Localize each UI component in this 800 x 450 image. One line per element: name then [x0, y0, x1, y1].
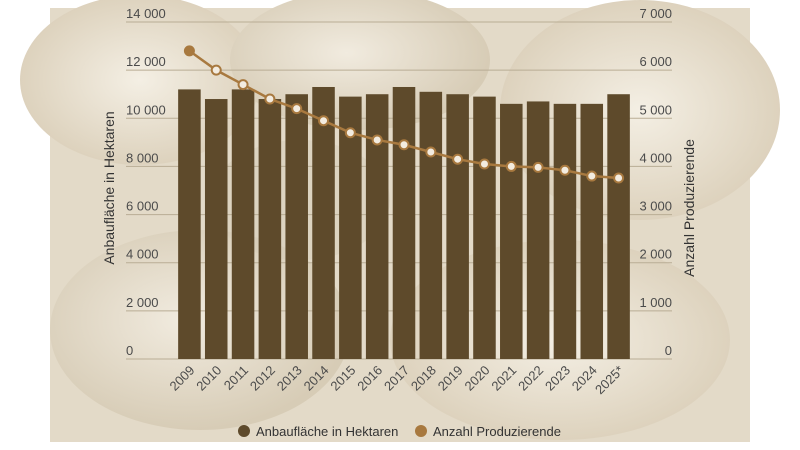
line-point: [425, 146, 437, 158]
y-axis-title-left: Anbaufläche in Hektaren: [101, 111, 117, 264]
y-tick-left: 14 000: [126, 6, 166, 21]
y-tick-left: 12 000: [126, 54, 166, 69]
y-tick-left: 8 000: [126, 150, 159, 165]
line-point: [183, 45, 195, 57]
y-tick-right: 4 000: [639, 150, 672, 165]
line-point: [586, 170, 598, 182]
bar: [204, 99, 228, 360]
y-tick-right: 1 000: [639, 295, 672, 310]
bar-series: [178, 86, 630, 360]
line-point: [237, 79, 249, 91]
line-point: [532, 161, 544, 173]
y-tick-right: 0: [665, 343, 672, 358]
y-tick-right: 7 000: [639, 6, 672, 21]
line-point: [505, 160, 517, 172]
bar: [553, 103, 577, 359]
bar: [312, 86, 335, 359]
bar: [178, 89, 201, 360]
line-series: [183, 45, 625, 184]
bar: [339, 96, 362, 359]
bar: [419, 91, 443, 360]
bar: [365, 94, 389, 359]
line-point: [371, 134, 383, 146]
legend-marker-area: [238, 425, 250, 437]
bar: [500, 103, 523, 359]
line-point: [398, 139, 410, 151]
line-point: [344, 127, 356, 139]
bar: [231, 89, 255, 360]
y-tick-right: 5 000: [639, 102, 672, 117]
bar: [446, 94, 469, 359]
line-point: [318, 115, 330, 127]
y-tick-right: 3 000: [639, 199, 672, 214]
bar: [526, 101, 550, 359]
legend-marker-producers: [415, 425, 427, 437]
y-tick-left: 6 000: [126, 199, 159, 214]
line-point: [264, 93, 276, 105]
legend: Anbaufläche in Hektaren Anzahl Produzier…: [238, 424, 561, 439]
left-axis-ticks: 0 2 000 4 000 6 000 8 000 10 000 12 000 14 000: [126, 6, 166, 358]
legend-label-area: Anbaufläche in Hektaren: [256, 424, 398, 439]
line-point: [291, 103, 303, 115]
line-point: [613, 172, 625, 184]
line-point: [559, 164, 571, 176]
bar: [285, 94, 308, 359]
bar: [258, 99, 282, 360]
y-tick-right: 6 000: [639, 54, 672, 69]
y-tick-left: 2 000: [126, 295, 159, 310]
line-point: [478, 158, 490, 170]
bar: [607, 94, 630, 359]
y-tick-left: 10 000: [126, 102, 166, 117]
y-tick-left: 0: [126, 343, 133, 358]
bar: [473, 96, 496, 359]
y-tick-right: 2 000: [639, 247, 672, 262]
line-point: [210, 64, 222, 76]
bar: [392, 86, 416, 359]
y-axis-title-right: Anzahl Produzierende: [681, 139, 697, 277]
right-axis-ticks: 0 1 000 2 000 3 000 4 000 5 000 6 000 7 000: [639, 6, 672, 358]
line-point: [452, 153, 464, 165]
bar: [580, 103, 604, 359]
y-tick-left: 4 000: [126, 247, 159, 262]
legend-label-producers: Anzahl Produzierende: [433, 424, 561, 439]
